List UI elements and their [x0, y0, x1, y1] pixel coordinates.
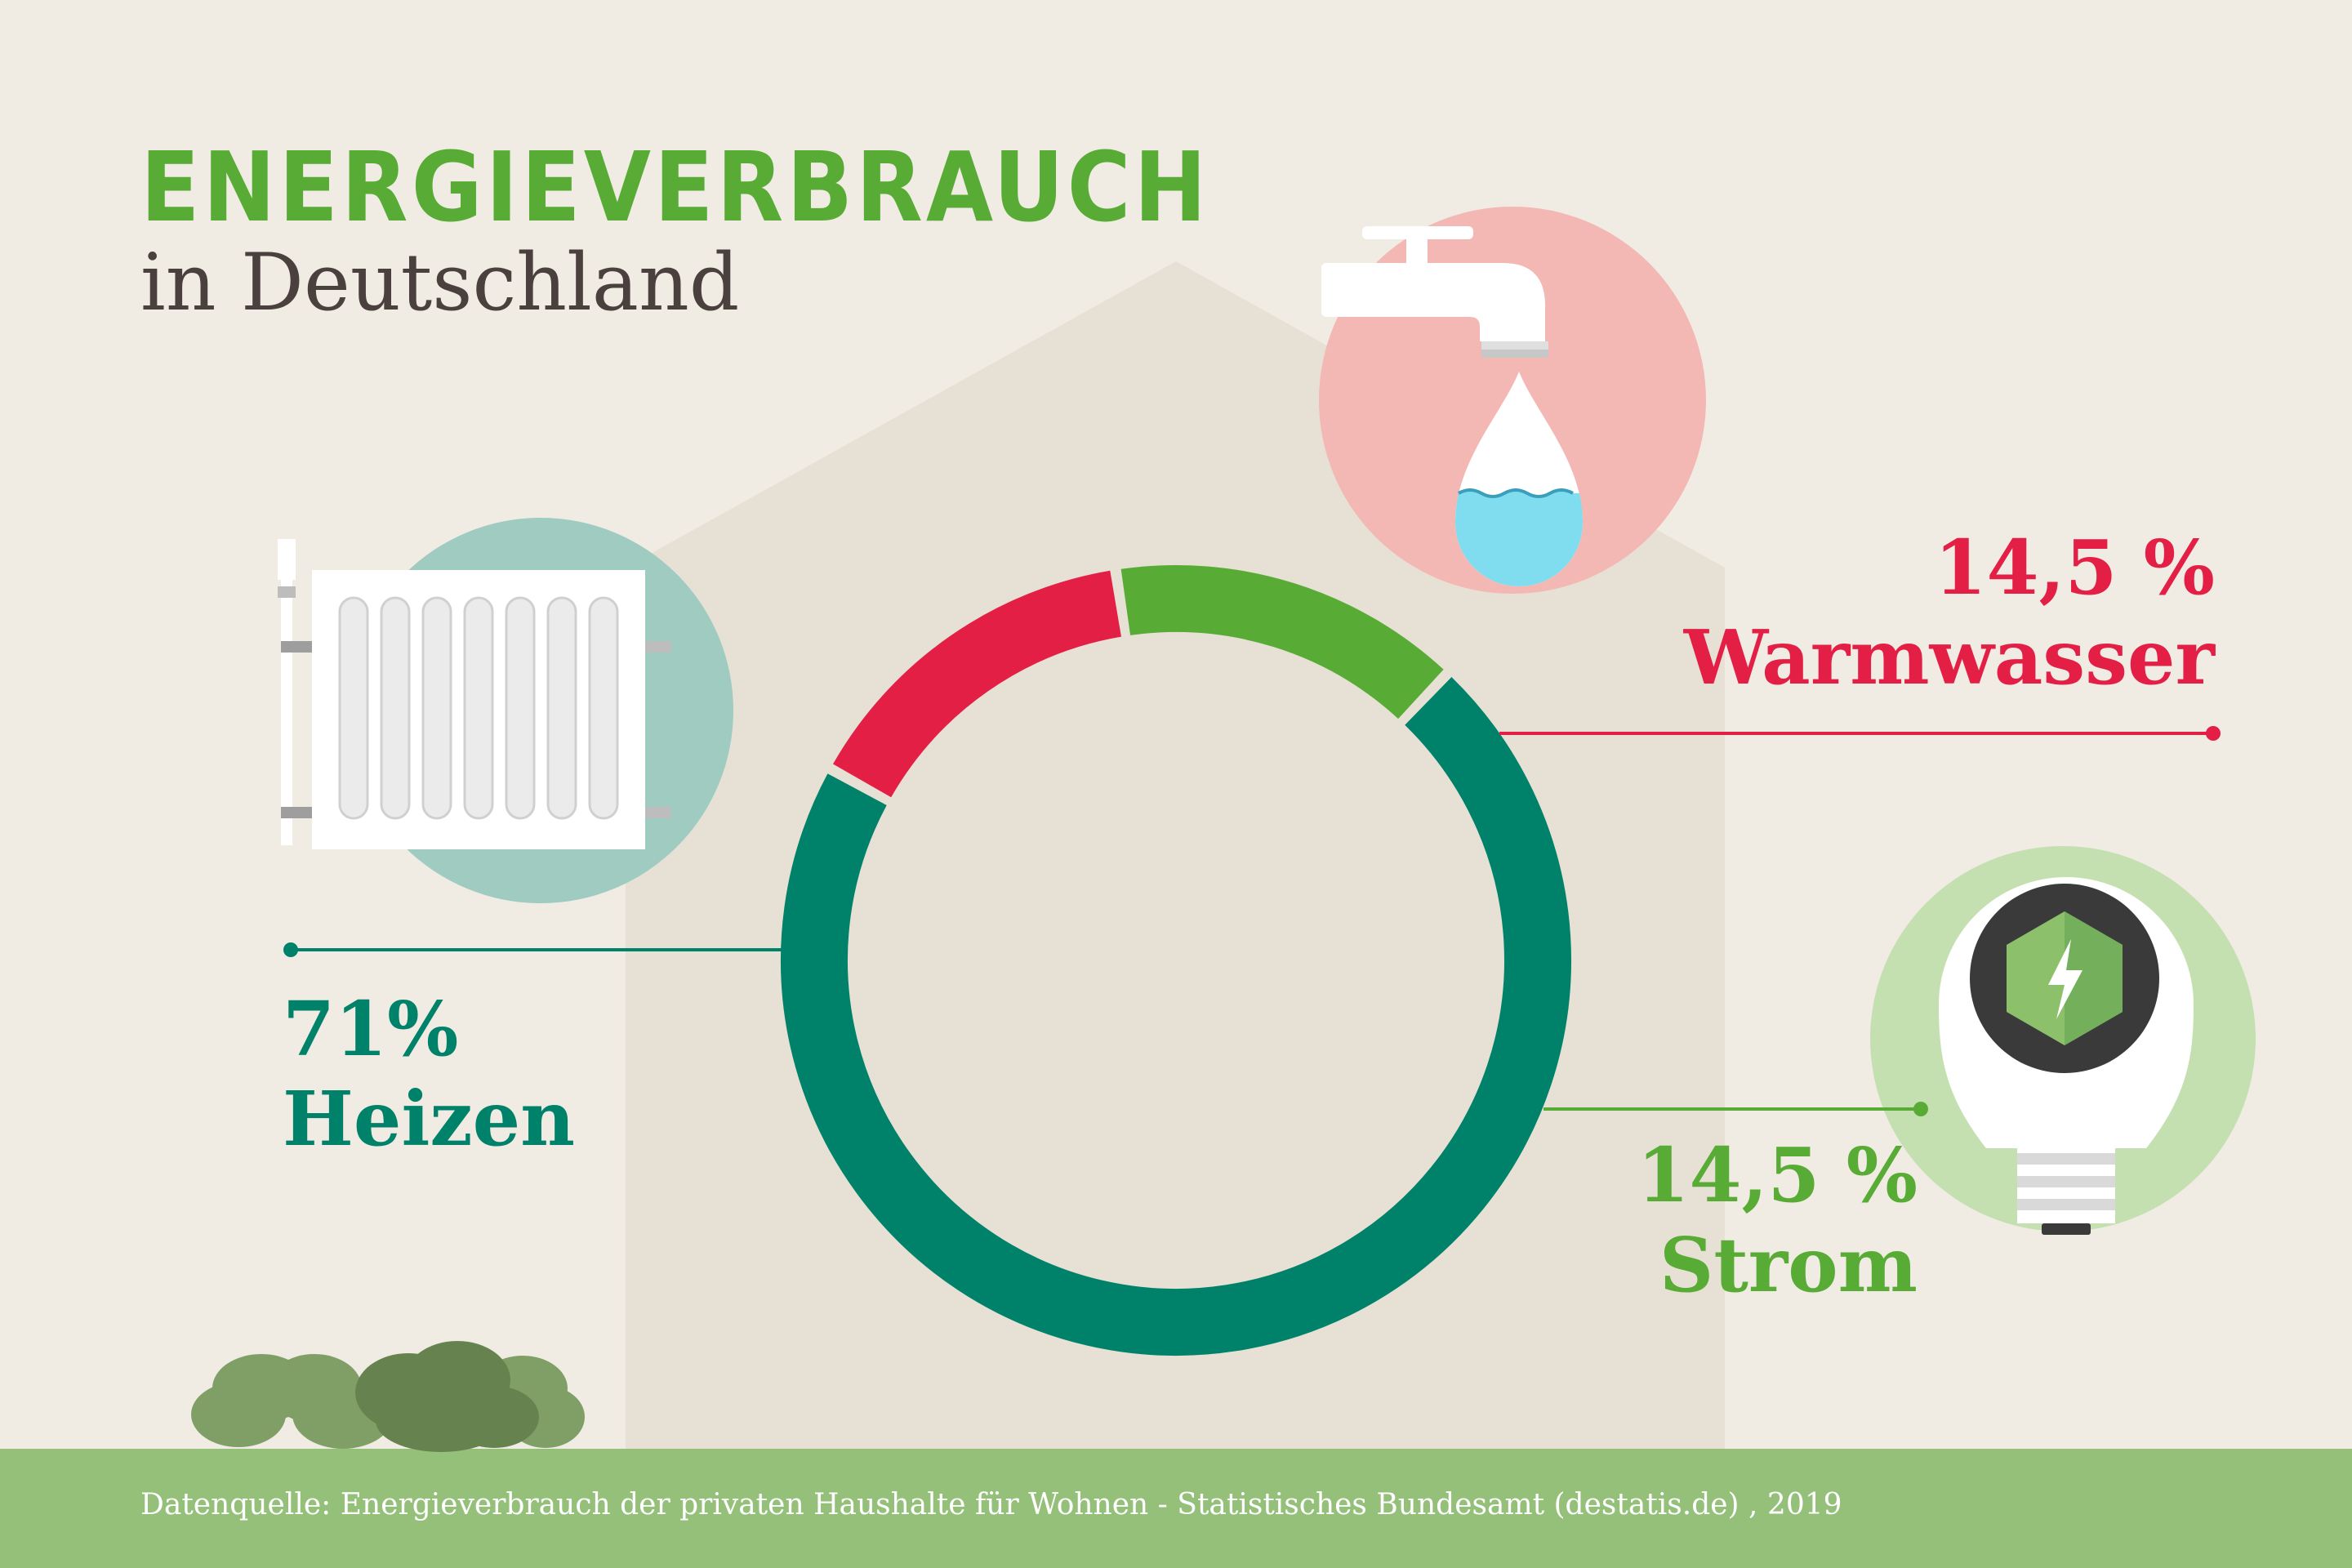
label-strom: 14,5 % Strom — [1637, 1130, 1918, 1310]
strom-label: Strom — [1659, 1221, 1918, 1309]
water-tap-icon — [1319, 207, 1706, 594]
donut-segment-warmwasser — [833, 570, 1122, 798]
donut-chart — [781, 565, 1571, 1356]
heizen-value: 71% — [283, 985, 459, 1073]
footer-source: Datenquelle: Energieverbrauch der privat… — [140, 1488, 1842, 1521]
warmwasser-label: Warmwasser — [1683, 613, 2215, 702]
label-warmwasser: 14,5 % Warmwasser — [1684, 523, 2215, 702]
leader-line-strom — [1544, 1102, 1928, 1116]
donut-segment-heizen — [781, 677, 1571, 1356]
bush-icon — [191, 1341, 585, 1452]
strom-value: 14,5 % — [1637, 1131, 1918, 1219]
light-bulb-icon — [1870, 846, 2256, 1235]
donut-segment-strom — [1120, 565, 1444, 719]
footer-band — [0, 1449, 2352, 1568]
leader-line-warmwasser — [1499, 726, 2221, 741]
title-main: ENERGIEVERBRAUCH — [140, 131, 1210, 243]
leader-line-heizen — [283, 942, 784, 957]
label-heizen: 71% Heizen — [283, 984, 575, 1164]
warmwasser-value: 14,5 % — [1934, 523, 2215, 612]
radiator-icon — [278, 518, 733, 903]
title-sub: in Deutschland — [140, 237, 740, 328]
heizen-label: Heizen — [283, 1075, 576, 1163]
